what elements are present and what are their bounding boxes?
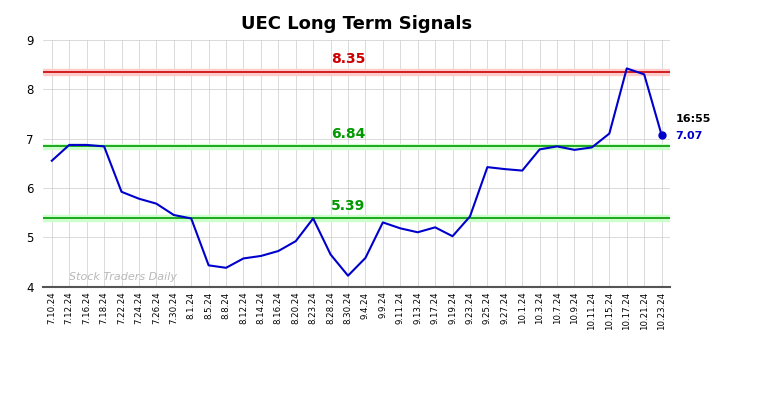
Text: Stock Traders Daily: Stock Traders Daily	[69, 271, 177, 282]
Text: 5.39: 5.39	[331, 199, 365, 213]
Title: UEC Long Term Signals: UEC Long Term Signals	[241, 15, 472, 33]
Text: 6.84: 6.84	[331, 127, 365, 141]
Bar	[43, 215, 670, 220]
Bar	[43, 144, 670, 149]
Text: 7.07: 7.07	[676, 131, 703, 141]
Text: 8.35: 8.35	[331, 53, 365, 66]
Text: 16:55: 16:55	[676, 114, 711, 124]
Bar	[43, 69, 670, 74]
